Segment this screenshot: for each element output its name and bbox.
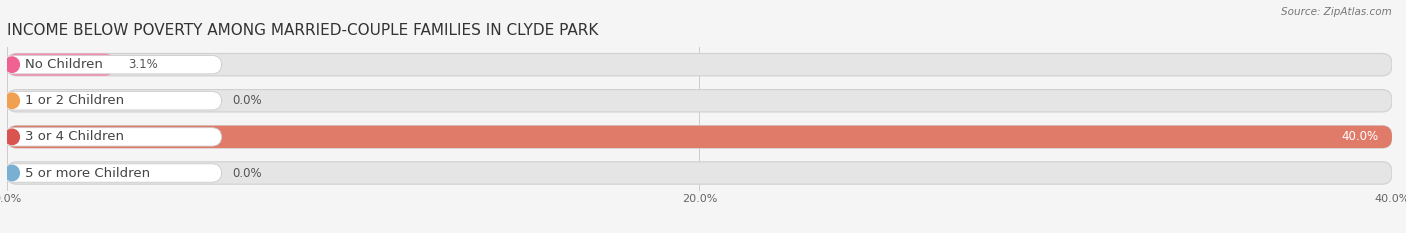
FancyBboxPatch shape (3, 92, 222, 110)
FancyBboxPatch shape (7, 126, 1392, 148)
Text: 3 or 4 Children: 3 or 4 Children (24, 130, 124, 143)
Text: INCOME BELOW POVERTY AMONG MARRIED-COUPLE FAMILIES IN CLYDE PARK: INCOME BELOW POVERTY AMONG MARRIED-COUPL… (7, 24, 599, 38)
FancyBboxPatch shape (3, 55, 222, 74)
Circle shape (4, 165, 20, 181)
Text: 1 or 2 Children: 1 or 2 Children (24, 94, 124, 107)
Text: 5 or more Children: 5 or more Children (24, 167, 149, 179)
FancyBboxPatch shape (7, 89, 1392, 112)
Circle shape (4, 129, 20, 145)
FancyBboxPatch shape (3, 164, 222, 182)
Circle shape (4, 57, 20, 72)
FancyBboxPatch shape (7, 53, 1392, 76)
Text: 0.0%: 0.0% (232, 167, 262, 179)
FancyBboxPatch shape (7, 53, 114, 76)
Text: Source: ZipAtlas.com: Source: ZipAtlas.com (1281, 7, 1392, 17)
FancyBboxPatch shape (7, 126, 1392, 148)
Text: 3.1%: 3.1% (128, 58, 157, 71)
FancyBboxPatch shape (7, 162, 1392, 184)
FancyBboxPatch shape (3, 128, 222, 146)
Circle shape (4, 93, 20, 109)
Text: 0.0%: 0.0% (232, 94, 262, 107)
Text: No Children: No Children (24, 58, 103, 71)
Text: 40.0%: 40.0% (1341, 130, 1378, 143)
